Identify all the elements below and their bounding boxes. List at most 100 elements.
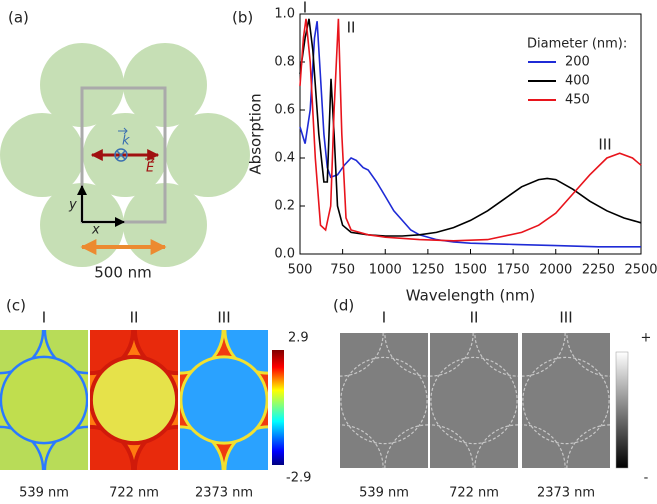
k-cross (116, 150, 126, 160)
particle (40, 43, 124, 127)
particle-section (340, 333, 384, 377)
k-symbol (114, 148, 128, 162)
wavelength-label: 2373 nm (195, 486, 253, 501)
particle-section (0, 425, 45, 470)
mode-label: III (559, 309, 572, 327)
series-line (299, 18, 642, 242)
particle-section (90, 354, 178, 446)
tile-bg (522, 333, 610, 468)
particle-section (180, 355, 268, 445)
particle-section (180, 425, 225, 470)
y-label: y (68, 198, 77, 213)
e-label: E (146, 161, 155, 176)
particle-section (522, 333, 566, 377)
particle-section (340, 424, 384, 468)
map-tile (340, 333, 428, 468)
particle-section (43, 425, 88, 470)
colorbar-tick: 2.9 (288, 331, 309, 346)
colorbar-label: - (644, 471, 649, 486)
mode-label: I (382, 309, 386, 327)
colorbar (615, 351, 629, 469)
particle-section (0, 355, 88, 445)
annotation: III (598, 136, 611, 154)
x-tick-label: 1750 (497, 263, 530, 278)
x-tick-label: 500 (288, 263, 313, 278)
x-tick-label: 2250 (582, 263, 615, 278)
y-tick-label: 0.8 (274, 55, 295, 70)
panel-label: (a) (8, 9, 29, 27)
particle-section (430, 424, 474, 468)
tile-content (340, 333, 428, 468)
particle-section (430, 356, 518, 445)
particle (123, 43, 207, 127)
particle-section (0, 330, 45, 375)
mode-label: II (470, 309, 479, 327)
e-vector-arrow (145, 155, 155, 163)
map-tile (430, 333, 518, 468)
x-label: x (91, 223, 100, 238)
y-tick-label: 0.6 (274, 103, 295, 118)
particle-section (90, 424, 136, 470)
y-tick-label: 0.2 (274, 199, 295, 214)
x-tick-label: 750 (330, 263, 355, 278)
tile-content (0, 330, 88, 470)
particle-section (43, 330, 88, 375)
x-tick-label: 1250 (411, 263, 444, 278)
tile-bg (430, 333, 518, 468)
map-tile (522, 333, 610, 468)
annotation: I (303, 0, 307, 17)
panel-label: (b) (232, 9, 253, 27)
series-line (299, 18, 642, 237)
legend-label: 200 (565, 55, 590, 70)
tile-content (522, 333, 610, 468)
tile-bg (340, 333, 428, 468)
particle-section (223, 425, 268, 470)
schematic (0, 43, 250, 267)
scale-label: 500 nm (94, 264, 152, 282)
legend-title: Diameter (nm): (527, 37, 627, 52)
particle-section (474, 333, 518, 377)
mode-label: I (42, 309, 46, 327)
particle-section (132, 330, 178, 376)
map-tile (0, 330, 88, 470)
panel-label: (d) (333, 297, 354, 315)
particle (166, 113, 250, 197)
particle-section (384, 333, 428, 377)
y-tick-label: 1.0 (274, 7, 295, 22)
wavelength-label: 722 nm (109, 486, 159, 501)
mode-label: III (217, 309, 230, 327)
wavelength-label: 539 nm (359, 486, 409, 501)
map-tile (90, 330, 178, 470)
x-axis-label: Wavelength (nm) (406, 287, 536, 305)
annotation: II (347, 19, 356, 37)
x-tick-label: 1000 (369, 263, 402, 278)
wavelength-label: 722 nm (449, 486, 499, 501)
x-tick-label: 2000 (539, 263, 572, 278)
tile-content (180, 330, 268, 470)
tile-content (430, 333, 518, 468)
legend-label: 400 (565, 74, 590, 89)
colorbar-label: + (641, 331, 652, 346)
particle-section (340, 356, 428, 445)
legend-label: 450 (565, 93, 590, 108)
particle (0, 113, 84, 197)
map-tile (180, 330, 268, 470)
series-line (299, 21, 641, 248)
y-tick-label: 0.0 (274, 247, 295, 262)
particle-section (223, 330, 268, 375)
particle-section (180, 330, 225, 375)
particle-section (522, 356, 610, 445)
k-label: k (122, 134, 130, 149)
x-tick-label: 2500 (624, 263, 657, 278)
y-tick-label: 0.4 (274, 151, 295, 166)
y-axis-label: Absorption (247, 93, 265, 174)
particle-section (132, 424, 178, 470)
tile-content (90, 330, 178, 470)
mode-label: II (130, 309, 139, 327)
colorbar (272, 350, 284, 465)
particle-section (430, 333, 474, 377)
wavelength-label: 539 nm (19, 486, 69, 501)
colorbar-tick: -2.9 (286, 471, 311, 486)
particle-section (522, 424, 566, 468)
